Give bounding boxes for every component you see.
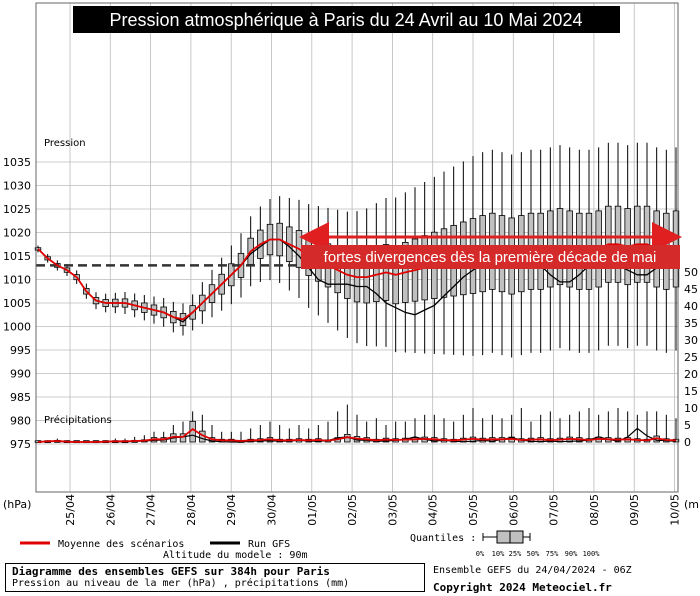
precip-box [556,418,564,443]
precip-box [585,408,593,443]
y-tick-label-left: 1015 [3,250,31,263]
ensemble-boxes [34,142,680,444]
precip-box [373,418,380,443]
precip-box [489,414,496,443]
precip-box [537,414,544,443]
y-tick-label-left: 975 [10,438,31,451]
x-tick-label: 28/04 [185,494,198,526]
legend-gfs-label: Run GFS [248,539,290,550]
y-tick-label-right: 0 [684,436,691,449]
y-tick-label-right: 15 [684,385,698,398]
footer-box: Diagramme des ensembles GEFS sur 384h po… [5,563,425,592]
precip-box [179,421,187,443]
x-tick-label: 06/05 [507,494,520,526]
quantile-tick: 0% [476,550,485,558]
quantile-tick-labels: 0% 10% 25% 50% 75% 90% 100% [476,550,600,558]
precip-box [392,421,399,443]
quantile-tick: 50% [527,550,540,558]
y-tick-label-right: 10 [684,402,698,415]
y-tick-label-left: 1035 [3,156,31,169]
annotation-background [301,245,680,269]
y-tick-label-right: 25 [684,351,698,364]
y-tick-label-left: 1000 [3,321,31,334]
x-tick-label: 26/04 [104,494,117,526]
precip-box [518,408,525,443]
precip-box [605,411,612,443]
y-tick-label-right: 20 [684,368,698,381]
precip-box [421,414,428,443]
title-background [73,6,620,33]
y-tick-label-right: 40 [684,300,698,313]
quantiles-label: Quantiles : [410,533,476,544]
y-tick-label-left: 1025 [3,203,31,216]
x-tick-label: 30/04 [266,494,279,526]
precip-box [614,408,622,443]
precip-box [566,414,573,443]
y-tick-label-right: 45 [684,283,698,296]
annotation-text: fortes divergences dès la première décad… [324,249,657,266]
precip-box [469,408,477,443]
quantile-tick: 90% [565,550,578,558]
x-tick-label: 07/05 [548,494,561,526]
y-tick-label-left: 1030 [3,180,31,193]
chart-title: Pression atmosphérique à Paris du 24 Avr… [110,10,583,30]
y-unit-left: (hPa) [3,498,31,511]
x-tick-label: 25/04 [64,494,77,526]
y-tick-label-left: 1005 [3,297,31,310]
quantile-tick: 10% [492,550,505,558]
x-tick-label: 05/05 [467,494,480,526]
y-axis-left: 1035 1030 1025 1020 1015 1010 1005 1000 995 990 98… [3,156,31,451]
y-tick-label-left: 1020 [3,227,31,240]
y-tick-label-left: 980 [10,415,31,428]
x-tick-label: 01/05 [306,494,319,526]
footer-subtitle: Pression au niveau de la mer (hPa) , pré… [12,578,350,589]
x-tick-label: 08/05 [588,494,601,526]
x-tick-label: 09/05 [628,494,641,526]
model-altitude: Altitude du modele : 90m [163,550,308,561]
y-unit-right: (mm) [684,498,700,511]
y-tick-label-right: 50 [684,266,698,279]
y-tick-label-left: 1010 [3,274,31,287]
y-tick-label-right: 35 [684,317,698,330]
precip-box [663,414,670,443]
x-tick-label: 10/05 [669,494,682,526]
precip-box [547,411,554,443]
precip-box [324,421,332,443]
y-tick-label-left: 995 [10,344,31,357]
x-tick-label: 03/05 [386,494,399,526]
precip-box [170,425,177,443]
copyright: Copyright 2024 Meteociel.fr [433,581,612,594]
legend-mean-label: Moyenne des scénarios [58,538,184,550]
x-axis: 25/04 26/04 27/04 28/04 29/04 30/04 01/05 02/05… [64,494,682,526]
footer-title: Diagramme des ensembles GEFS sur 384h po… [12,565,330,578]
y-tick-label-left: 990 [10,368,31,381]
ensemble-info: Ensemble GEFS du 24/04/2024 - 06Z [433,565,632,576]
precip-box [460,414,467,443]
precip-box [479,418,486,443]
x-tick-label: 27/04 [145,494,158,526]
pressure-label: Pression [44,138,86,149]
precip-quartile-box [179,433,187,443]
x-tick-label: 29/04 [225,494,238,526]
mean-precip-line [37,427,677,443]
y-tick-label-right: 5 [684,419,691,432]
quantile-key-box [482,530,531,544]
quantile-tick: 100% [583,550,601,558]
quantile-tick: 75% [546,550,559,558]
precip-label: Précipitations [44,414,112,426]
y-tick-label-left: 985 [10,391,31,404]
precip-box [450,421,457,443]
y-tick-label-right: 30 [684,334,698,347]
x-tick-label: 02/05 [346,494,359,526]
x-tick-label: 04/05 [427,494,440,526]
precip-box [576,411,583,443]
quantile-tick: 25% [509,550,522,558]
precip-box [440,418,448,443]
